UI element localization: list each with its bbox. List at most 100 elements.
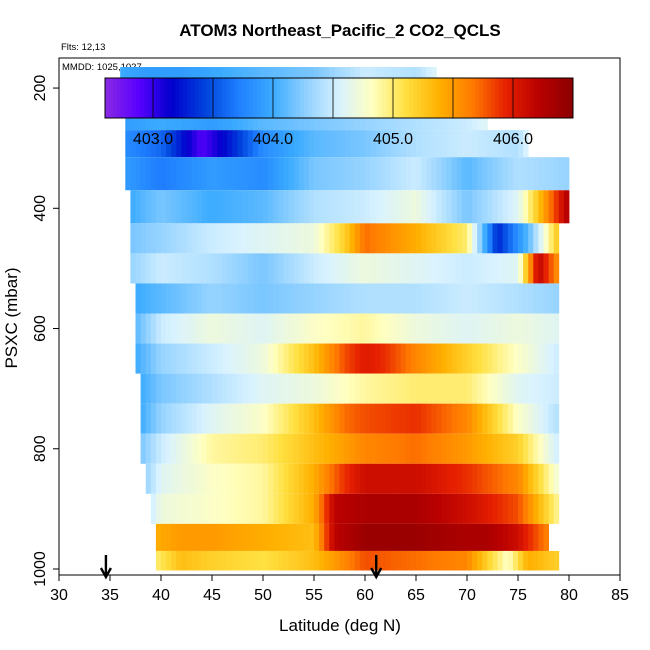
heatmap-cell <box>497 403 504 434</box>
heatmap-cell <box>354 343 361 374</box>
heatmap-cell <box>298 523 305 551</box>
heatmap-cell <box>461 253 468 284</box>
colorbar-swatch <box>475 78 480 118</box>
heatmap-cell <box>390 253 396 284</box>
heatmap-cell <box>308 373 315 404</box>
heatmap-cell <box>492 463 498 494</box>
colorbar-swatch <box>331 78 336 118</box>
heatmap-cell <box>548 157 555 191</box>
heatmap-cell <box>150 283 157 314</box>
heatmap-cell <box>278 463 284 494</box>
heatmap-cell <box>523 283 529 314</box>
heatmap-cell <box>385 190 391 224</box>
heatmap-cell <box>502 313 509 344</box>
x-tick-label: 70 <box>458 587 476 604</box>
heatmap-cell <box>339 130 345 158</box>
plot-frame <box>58 57 621 576</box>
heatmap-cell <box>528 433 534 464</box>
heatmap-cell <box>319 223 325 254</box>
heatmap-cell <box>467 253 473 284</box>
heatmap-cell <box>212 403 218 434</box>
heatmap-cell <box>308 403 315 434</box>
heatmap-cell <box>283 433 289 464</box>
heatmap-band <box>145 463 560 494</box>
heatmap-cell <box>161 157 167 191</box>
colorbar-swatch <box>405 78 410 118</box>
heatmap-cell <box>278 373 284 404</box>
heatmap-cell <box>278 433 284 464</box>
heatmap-cell <box>298 403 305 434</box>
heatmap-cell <box>461 373 468 404</box>
heatmap-cell <box>533 190 539 224</box>
heatmap-cell <box>232 283 238 314</box>
heatmap-cell <box>319 550 325 571</box>
heatmap-cell <box>528 313 534 344</box>
heatmap-cell <box>308 493 315 524</box>
heatmap-cell <box>416 433 422 464</box>
heatmap-cell <box>217 493 223 524</box>
heatmap-cell <box>426 550 432 571</box>
heatmap-cell <box>176 463 182 494</box>
heatmap-cell <box>201 157 208 191</box>
colorbar-swatch <box>409 78 414 118</box>
heatmap-cell <box>303 493 310 524</box>
heatmap-cell <box>201 343 208 374</box>
x-tick-label: 40 <box>152 587 170 604</box>
heatmap-cell <box>380 157 386 191</box>
heatmap-cell <box>421 253 427 284</box>
colorbar-swatch <box>284 78 289 118</box>
heatmap-cell <box>237 157 243 191</box>
heatmap-cell <box>257 550 264 571</box>
heatmap-cell <box>247 157 254 191</box>
heatmap-cell <box>293 343 300 374</box>
heatmap-cell <box>385 550 391 571</box>
heatmap-cell <box>472 550 478 571</box>
heatmap-cell <box>217 157 223 191</box>
heatmap-cell <box>497 523 504 551</box>
heatmap-cell <box>288 343 294 374</box>
colorbar-swatch <box>506 78 512 118</box>
colorbar-swatch <box>261 78 266 118</box>
heatmap-cell <box>201 403 208 434</box>
colorbar-swatch <box>342 78 348 118</box>
heatmap-cell <box>283 190 289 224</box>
heatmap-cell <box>232 223 238 254</box>
heatmap-cell <box>237 130 243 158</box>
heatmap-cell <box>232 403 238 434</box>
heatmap-cell <box>426 130 432 158</box>
heatmap-cell <box>278 343 284 374</box>
flights-label: Flts: 12,13 <box>61 42 105 53</box>
heatmap-cell <box>247 343 254 374</box>
heatmap-cell <box>135 253 141 284</box>
heatmap-cell <box>242 313 249 344</box>
heatmap-cell <box>339 550 345 571</box>
heatmap-cell <box>349 283 356 314</box>
heatmap-cell <box>186 493 192 524</box>
colorbar-swatch <box>381 78 387 118</box>
heatmap-cell <box>487 433 493 464</box>
heatmap-cell <box>446 403 453 434</box>
heatmap-cell <box>405 223 412 254</box>
heatmap-cell <box>145 463 152 494</box>
heatmap-cell <box>222 253 228 284</box>
heatmap-cell <box>319 313 325 344</box>
heatmap-cell <box>492 550 498 571</box>
heatmap-cell <box>421 343 427 374</box>
colorbar-tick-label: 405.0 <box>373 131 413 148</box>
heatmap-cell <box>247 373 254 404</box>
heatmap-cell <box>395 157 402 191</box>
heatmap-cell <box>502 550 509 571</box>
heatmap-cell <box>400 130 407 158</box>
heatmap-cell <box>268 403 274 434</box>
heatmap-cell <box>410 433 417 464</box>
heatmap-cell <box>538 313 544 344</box>
heatmap-cell <box>380 283 386 314</box>
heatmap-cell <box>314 283 320 314</box>
heatmap-cell <box>390 343 396 374</box>
heatmap-cell <box>191 403 198 434</box>
heatmap-cell <box>237 313 243 344</box>
heatmap-cell <box>319 463 325 494</box>
heatmap-cell <box>410 493 417 524</box>
heatmap-cell <box>502 130 509 158</box>
heatmap-cell <box>222 403 228 434</box>
